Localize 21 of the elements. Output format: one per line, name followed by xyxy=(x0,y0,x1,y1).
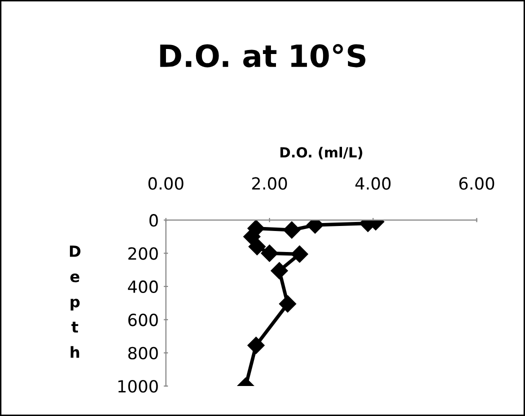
y-axis-title: Depth xyxy=(70,246,80,358)
point xyxy=(260,244,278,262)
point xyxy=(290,246,308,263)
x-tick-label: 4.00 xyxy=(355,177,391,190)
x-tick-label: 2.00 xyxy=(252,177,287,190)
x-tick-label: 6.00 xyxy=(459,177,494,190)
point xyxy=(279,295,296,312)
point xyxy=(283,221,300,239)
x-tick-label: 0.00 xyxy=(148,177,184,190)
point xyxy=(247,336,265,354)
y-tick-label: 400 xyxy=(128,280,158,294)
y-tick-label: 1000 xyxy=(118,380,158,393)
point xyxy=(243,228,260,246)
y-tick-label: 0 xyxy=(149,214,158,227)
y-tick-label: 200 xyxy=(128,247,158,260)
point xyxy=(270,262,288,280)
chart-title: D.O. at 10°S xyxy=(160,44,366,68)
y-tick-label: 800 xyxy=(128,346,158,360)
point xyxy=(248,238,266,256)
y-tick-label: 600 xyxy=(128,314,158,326)
x-axis-title: D.O. (ml/L) xyxy=(280,146,362,160)
